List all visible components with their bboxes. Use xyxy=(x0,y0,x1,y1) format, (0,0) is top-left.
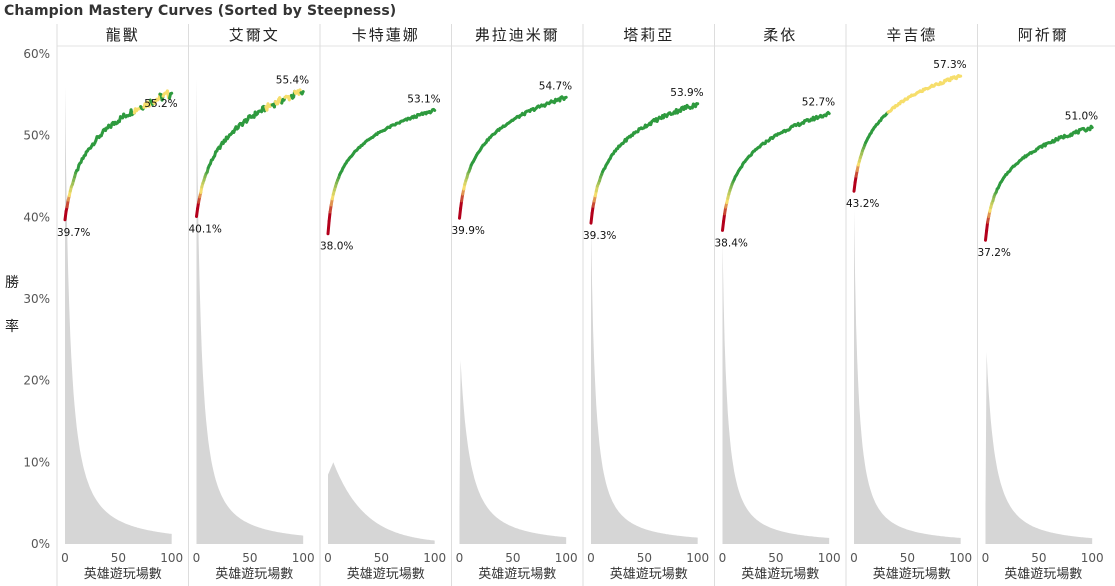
chart-title: Champion Mastery Curves (Sorted by Steep… xyxy=(4,3,397,19)
end-value-label: 55.4% xyxy=(276,75,309,87)
end-value-label: 51.0% xyxy=(1065,111,1098,123)
y-tick-label: 40% xyxy=(23,210,50,224)
panel-header-label: 弗拉迪米爾 xyxy=(475,26,560,44)
distribution-area xyxy=(328,462,435,544)
win-rate-segment xyxy=(432,108,437,112)
panel-6: 柔依 38.4% 52.7% 0 50 100 英雄遊玩場數 xyxy=(714,24,841,586)
distribution-area xyxy=(459,360,567,544)
x-tick-label: 0 xyxy=(324,551,332,565)
panel-8: 阿祈爾 37.2% 51.0% 0 50 100 英雄遊玩場數 xyxy=(977,24,1104,586)
start-value-label: 38.4% xyxy=(715,237,748,249)
panel-4: 弗拉迪米爾 39.9% 54.7% 0 50 100 英雄遊玩場數 xyxy=(451,24,578,586)
y-tick-label: 50% xyxy=(23,129,50,143)
y-tick-label: 0% xyxy=(31,537,50,551)
panel-header-label: 柔依 xyxy=(763,26,797,44)
start-value-label: 43.2% xyxy=(846,198,879,210)
x-tick-label: 0 xyxy=(982,551,990,565)
start-value-label: 37.2% xyxy=(978,247,1011,259)
distribution-area xyxy=(65,86,172,544)
start-value-label: 40.1% xyxy=(189,224,222,236)
panel-5: 塔莉亞 39.3% 53.9% 0 50 100 英雄遊玩場數 xyxy=(582,24,709,586)
x-tick-label: 0 xyxy=(587,551,595,565)
win-rate-segment xyxy=(458,206,463,220)
start-value-label: 39.9% xyxy=(452,225,485,237)
end-value-label: 57.3% xyxy=(933,59,966,71)
x-tick-label: 100 xyxy=(1081,551,1104,565)
distribution-area xyxy=(722,241,830,545)
win-rate-segment xyxy=(169,91,174,96)
distribution-area xyxy=(985,352,1093,544)
win-rate-segment xyxy=(721,219,726,232)
x-tick-label: 100 xyxy=(686,551,709,565)
x-tick-label: 50 xyxy=(768,551,783,565)
panel-header-label: 阿祈爾 xyxy=(1018,26,1069,44)
distribution-area xyxy=(591,225,698,544)
x-tick-label: 0 xyxy=(61,551,69,565)
y-tick-label: 60% xyxy=(23,47,50,61)
y-tick-label: 30% xyxy=(23,292,50,306)
y-tick-label: 10% xyxy=(23,455,50,469)
x-tick-label: 50 xyxy=(374,551,389,565)
x-axis-label: 英雄遊玩場數 xyxy=(84,567,162,582)
x-tick-label: 50 xyxy=(900,551,915,565)
distribution-area xyxy=(854,209,961,544)
x-tick-label: 50 xyxy=(242,551,257,565)
panel-header-label: 艾爾文 xyxy=(229,26,280,44)
panel-2: 艾爾文 40.1% 55.4% 0 50 100 英雄遊玩場數 xyxy=(188,24,315,586)
panel-1: 龍獸 39.7% 55.2% 0 50 100 英雄遊玩場數 xyxy=(57,26,183,582)
start-value-label: 39.3% xyxy=(583,230,616,242)
end-value-label: 52.7% xyxy=(802,97,835,109)
panel-header-label: 卡特蓮娜 xyxy=(352,26,420,44)
x-tick-label: 50 xyxy=(637,551,652,565)
x-tick-label: 0 xyxy=(193,551,201,565)
win-rate-segment xyxy=(327,210,332,223)
x-tick-label: 100 xyxy=(818,551,841,565)
start-value-label: 38.0% xyxy=(320,241,353,253)
y-axis-label: 率 xyxy=(5,318,19,335)
start-value-label: 39.7% xyxy=(57,227,90,239)
x-axis-label: 英雄遊玩場數 xyxy=(1004,567,1082,582)
panel-3: 卡特蓮娜 38.0% 53.1% 0 50 100 英雄遊玩場數 xyxy=(319,24,446,586)
x-tick-label: 50 xyxy=(505,551,520,565)
win-rate-segment xyxy=(326,219,331,236)
win-rate-segment xyxy=(826,111,831,116)
end-value-label: 53.1% xyxy=(407,93,440,105)
x-tick-label: 50 xyxy=(1031,551,1046,565)
win-rate-segment xyxy=(1089,124,1094,129)
x-axis-label: 英雄遊玩場數 xyxy=(478,567,556,582)
x-axis-label: 英雄遊玩場數 xyxy=(347,567,425,582)
y-tick-label: 20% xyxy=(23,374,50,388)
y-axis-label: 勝 xyxy=(5,275,19,291)
x-tick-label: 100 xyxy=(292,551,315,565)
x-tick-label: 100 xyxy=(949,551,972,565)
x-tick-label: 0 xyxy=(719,551,727,565)
panel-header-label: 塔莉亞 xyxy=(623,26,674,44)
panel-7: 辛吉德 43.2% 57.3% 0 50 100 英雄遊玩場數 xyxy=(845,24,972,586)
x-tick-label: 0 xyxy=(850,551,858,565)
win-rate-segment xyxy=(300,90,305,96)
panel-header-label: 辛吉德 xyxy=(886,26,937,44)
panel-header-label: 龍獸 xyxy=(106,26,140,44)
end-value-label: 55.2% xyxy=(144,98,177,110)
x-axis-label: 英雄遊玩場數 xyxy=(215,567,293,582)
x-tick-label: 0 xyxy=(456,551,464,565)
x-axis-label: 英雄遊玩場數 xyxy=(610,567,688,582)
x-tick-label: 100 xyxy=(160,551,183,565)
distribution-area xyxy=(196,78,304,544)
win-rate-segment xyxy=(589,211,594,225)
end-value-label: 53.9% xyxy=(670,87,703,99)
x-axis-label: 英雄遊玩場數 xyxy=(741,567,819,582)
x-tick-label: 50 xyxy=(111,551,126,565)
x-axis-label: 英雄遊玩場數 xyxy=(873,567,951,582)
x-tick-label: 100 xyxy=(423,551,446,565)
x-tick-label: 100 xyxy=(555,551,578,565)
end-value-label: 54.7% xyxy=(539,80,572,92)
win-rate-segment xyxy=(984,229,989,242)
